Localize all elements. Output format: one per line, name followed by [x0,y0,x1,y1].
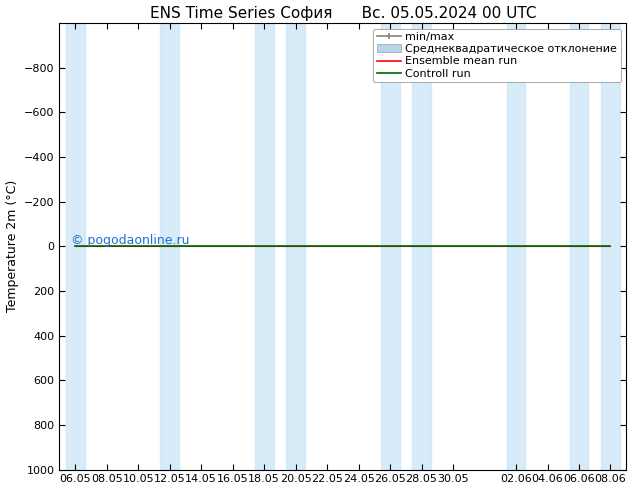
Bar [412,23,431,469]
Bar [66,23,85,469]
Bar [160,23,179,469]
Text: © pogodaonline.ru: © pogodaonline.ru [71,234,190,247]
Bar [507,23,526,469]
Y-axis label: Temperature 2m (°C): Temperature 2m (°C) [6,180,18,313]
Bar [569,23,588,469]
Title: ENS Time Series София      Вс. 05.05.2024 00 UTC: ENS Time Series София Вс. 05.05.2024 00 … [150,5,536,21]
Bar [601,23,620,469]
Bar [380,23,399,469]
Bar [286,23,305,469]
Legend: min/max, Среднеквадратическое отклонение, Ensemble mean run, Controll run: min/max, Среднеквадратическое отклонение… [373,29,621,82]
Bar [255,23,274,469]
